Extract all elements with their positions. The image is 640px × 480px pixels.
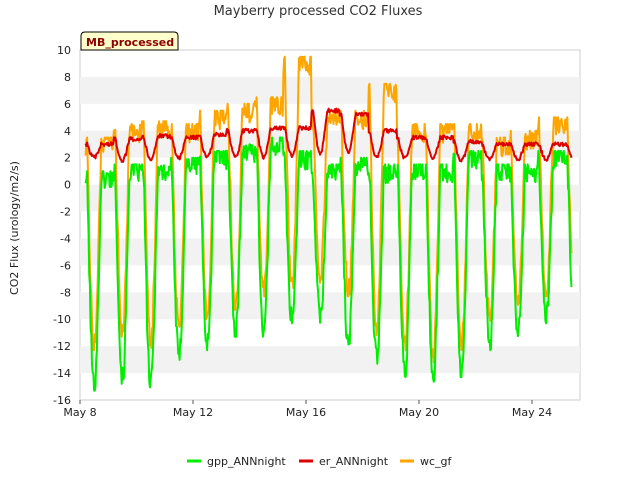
legend-item-er_ANNnight: er_ANNnight	[299, 455, 389, 468]
y-tick-label: 6	[64, 98, 71, 111]
grid-band	[80, 346, 580, 374]
series-line-gpp_ANNnight	[84, 136, 573, 392]
y-tick-label: 4	[64, 125, 71, 138]
legend-label: wc_gf	[420, 455, 453, 468]
series-line-er_ANNnight	[84, 107, 573, 163]
y-axis-label: CO2 Flux (urology/m2/s)	[8, 161, 21, 295]
y-tick-label: -10	[53, 313, 71, 326]
grid-band	[80, 76, 580, 104]
x-axis-ticks: May 8 May 12 May 16 May 20 May 24	[63, 400, 552, 419]
series-layer	[84, 55, 573, 392]
legend-item-wc_gf: wc_gf	[400, 455, 453, 468]
y-tick-label: -16	[53, 394, 71, 407]
plot-background	[79, 49, 581, 401]
mb-processed-badge: MB_processed	[80, 31, 179, 51]
x-tick-label: May 12	[173, 406, 213, 419]
y-tick-label: -8	[60, 286, 71, 299]
y-axis-ticks: 10 8 6 4 2 0 -2 -4 -6 -8 -10 -12 -14 -16	[53, 44, 71, 407]
badge-label: MB_processed	[86, 36, 174, 49]
series-line-wc_gf	[84, 55, 573, 364]
y-tick-label: 10	[57, 44, 71, 57]
y-tick-label: -2	[60, 206, 71, 219]
grid-band	[80, 238, 580, 266]
chart-title: Mayberry processed CO2 Fluxes	[214, 4, 423, 19]
x-tick-label: May 20	[399, 406, 439, 419]
x-tick-label: May 24	[512, 406, 552, 419]
legend-item-gpp_ANNnight: gpp_ANNnight	[187, 455, 286, 468]
y-tick-label: -6	[60, 259, 71, 272]
legend-label: er_ANNnight	[319, 455, 389, 468]
grid-band	[80, 292, 580, 320]
y-tick-label: 0	[64, 179, 71, 192]
x-tick-label: May 16	[286, 406, 326, 419]
legend-label: gpp_ANNnight	[207, 455, 286, 468]
y-tick-label: -14	[53, 367, 71, 380]
y-tick-label: -12	[53, 340, 71, 353]
legend: gpp_ANNnight er_ANNnight wc_gf	[187, 455, 453, 468]
y-tick-label: -4	[60, 232, 71, 245]
x-tick-label: May 8	[63, 406, 96, 419]
y-tick-label: 2	[64, 152, 71, 165]
y-tick-label: 8	[64, 71, 71, 84]
plot-frame	[79, 49, 581, 401]
